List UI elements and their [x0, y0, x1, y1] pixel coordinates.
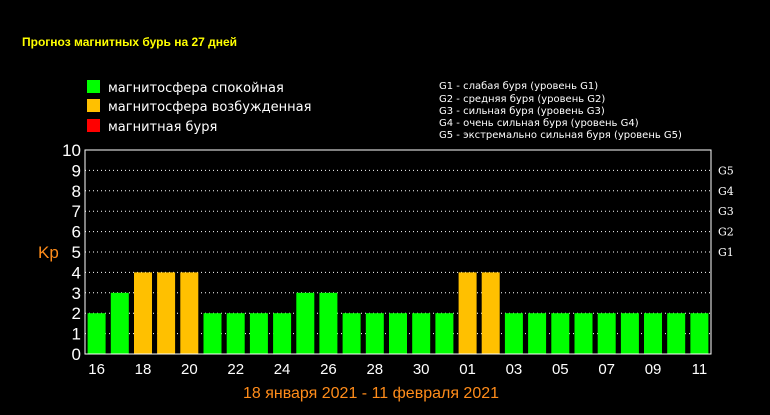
bar-20: [180, 272, 199, 354]
bar-09: [644, 313, 662, 354]
y-tick-label: 8: [72, 182, 81, 201]
bar-04: [528, 313, 547, 354]
bar-17: [110, 292, 129, 354]
y-tick-label: 9: [72, 161, 81, 180]
storm-level-g5: G5 - экстремально сильная буря (уровень …: [439, 130, 682, 141]
legend-swatch-calm: [87, 80, 100, 93]
y-tick-label: 3: [72, 284, 81, 303]
bar-25: [296, 292, 315, 354]
bar-18: [134, 272, 152, 354]
bar-10: [667, 313, 686, 354]
x-tick-label: 03: [506, 361, 523, 378]
y-tick-label: 4: [72, 263, 81, 282]
y-tick-label: 6: [72, 223, 81, 242]
bar-31: [435, 313, 454, 354]
bar-28: [365, 313, 384, 354]
storm-level-g2: G2 - средняя буря (уровень G2): [439, 94, 605, 105]
bar-03: [504, 313, 523, 354]
chart-title: Прогноз магнитных бурь на 27 дней: [22, 35, 237, 49]
x-tick-label: 20: [181, 361, 198, 378]
level-legend: магнитосфера спокойная магнитосфера возб…: [87, 80, 311, 135]
legend-label-excited: магнитосфера возбужденная: [108, 100, 311, 115]
date-range-label: 18 января 2021 - 11 февраля 2021: [243, 385, 499, 402]
bar-08: [620, 313, 639, 354]
g-tick-label: G3: [718, 205, 734, 218]
bar-06: [574, 313, 593, 354]
bar-05: [551, 313, 570, 354]
bar-07: [597, 313, 616, 354]
g-tick-label: G2: [718, 226, 734, 239]
g-tick-label: G1: [718, 246, 734, 259]
y-tick-label: 10: [62, 141, 81, 160]
bar-21: [203, 313, 222, 354]
x-tick-label: 28: [366, 361, 383, 378]
bar-30: [412, 313, 431, 354]
bar-24: [273, 313, 292, 354]
x-tick-label: 30: [413, 361, 430, 378]
x-tick-label: 26: [320, 361, 337, 378]
x-tick-label: 22: [227, 361, 244, 378]
bar-26: [319, 292, 338, 354]
y-tick-label: 1: [72, 325, 81, 344]
y-tick-label: 0: [72, 345, 81, 364]
x-tick-label: 07: [598, 361, 615, 378]
storm-level-legend: G1 - слабая буря (уровень G1) G2 - средн…: [439, 81, 682, 141]
x-tick-label: 11: [692, 361, 708, 378]
g-tick-label: G5: [718, 164, 734, 177]
y-tick-label: 2: [72, 304, 81, 323]
y-tick-label: 5: [72, 243, 81, 262]
bar-19: [157, 272, 176, 354]
x-tick-label: 24: [274, 361, 291, 378]
plot-frame: [84, 149, 712, 355]
y-axis-label: Kp: [38, 243, 59, 262]
x-tick-label: 01: [459, 361, 476, 378]
bar-11: [690, 313, 709, 354]
legend-swatch-storm: [87, 119, 100, 132]
g-tick-label: G4: [718, 185, 734, 198]
legend-label-calm: магнитосфера спокойная: [108, 81, 284, 96]
bar-01: [458, 272, 477, 354]
bar-27: [342, 313, 361, 354]
legend-swatch-excited: [87, 99, 100, 112]
y-tick-label: 7: [72, 202, 81, 221]
legend-label-storm: магнитная буря: [108, 120, 217, 135]
storm-level-g3: G3 - сильная буря (уровень G3): [439, 106, 605, 117]
x-tick-label: 18: [135, 361, 152, 378]
x-tick-label: 09: [645, 361, 662, 378]
bar-16: [87, 313, 106, 354]
bar-23: [249, 313, 268, 354]
bar-02: [481, 272, 500, 354]
storm-level-g1: G1 - слабая буря (уровень G1): [439, 81, 598, 92]
bar-29: [389, 313, 407, 354]
bar-22: [226, 313, 245, 354]
storm-level-g4: G4 - очень сильная буря (уровень G4): [439, 118, 639, 129]
x-tick-label: 05: [552, 361, 569, 378]
x-tick-label: 16: [88, 361, 105, 378]
